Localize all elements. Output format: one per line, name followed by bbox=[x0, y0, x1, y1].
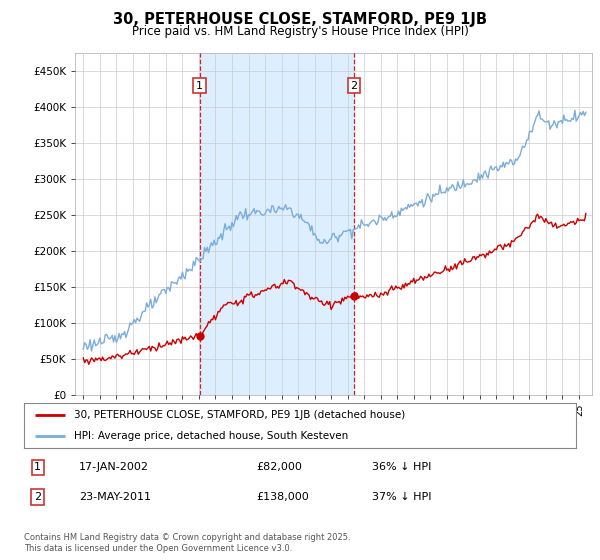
Bar bbox=[200, 53, 354, 395]
Text: 2: 2 bbox=[350, 81, 358, 91]
Text: 23-MAY-2011: 23-MAY-2011 bbox=[79, 492, 151, 502]
Text: £138,000: £138,000 bbox=[256, 492, 308, 502]
Text: 17-JAN-2002: 17-JAN-2002 bbox=[79, 463, 149, 473]
Text: 1: 1 bbox=[196, 81, 203, 91]
Text: 36% ↓ HPI: 36% ↓ HPI bbox=[372, 463, 431, 473]
Text: £82,000: £82,000 bbox=[256, 463, 302, 473]
Text: 37% ↓ HPI: 37% ↓ HPI bbox=[372, 492, 431, 502]
Text: HPI: Average price, detached house, South Kesteven: HPI: Average price, detached house, Sout… bbox=[74, 431, 348, 441]
Text: 30, PETERHOUSE CLOSE, STAMFORD, PE9 1JB (detached house): 30, PETERHOUSE CLOSE, STAMFORD, PE9 1JB … bbox=[74, 410, 405, 421]
Text: 2: 2 bbox=[34, 492, 41, 502]
Text: Price paid vs. HM Land Registry's House Price Index (HPI): Price paid vs. HM Land Registry's House … bbox=[131, 25, 469, 38]
Text: Contains HM Land Registry data © Crown copyright and database right 2025.
This d: Contains HM Land Registry data © Crown c… bbox=[24, 533, 350, 553]
Text: 1: 1 bbox=[34, 463, 41, 473]
Text: 30, PETERHOUSE CLOSE, STAMFORD, PE9 1JB: 30, PETERHOUSE CLOSE, STAMFORD, PE9 1JB bbox=[113, 12, 487, 27]
